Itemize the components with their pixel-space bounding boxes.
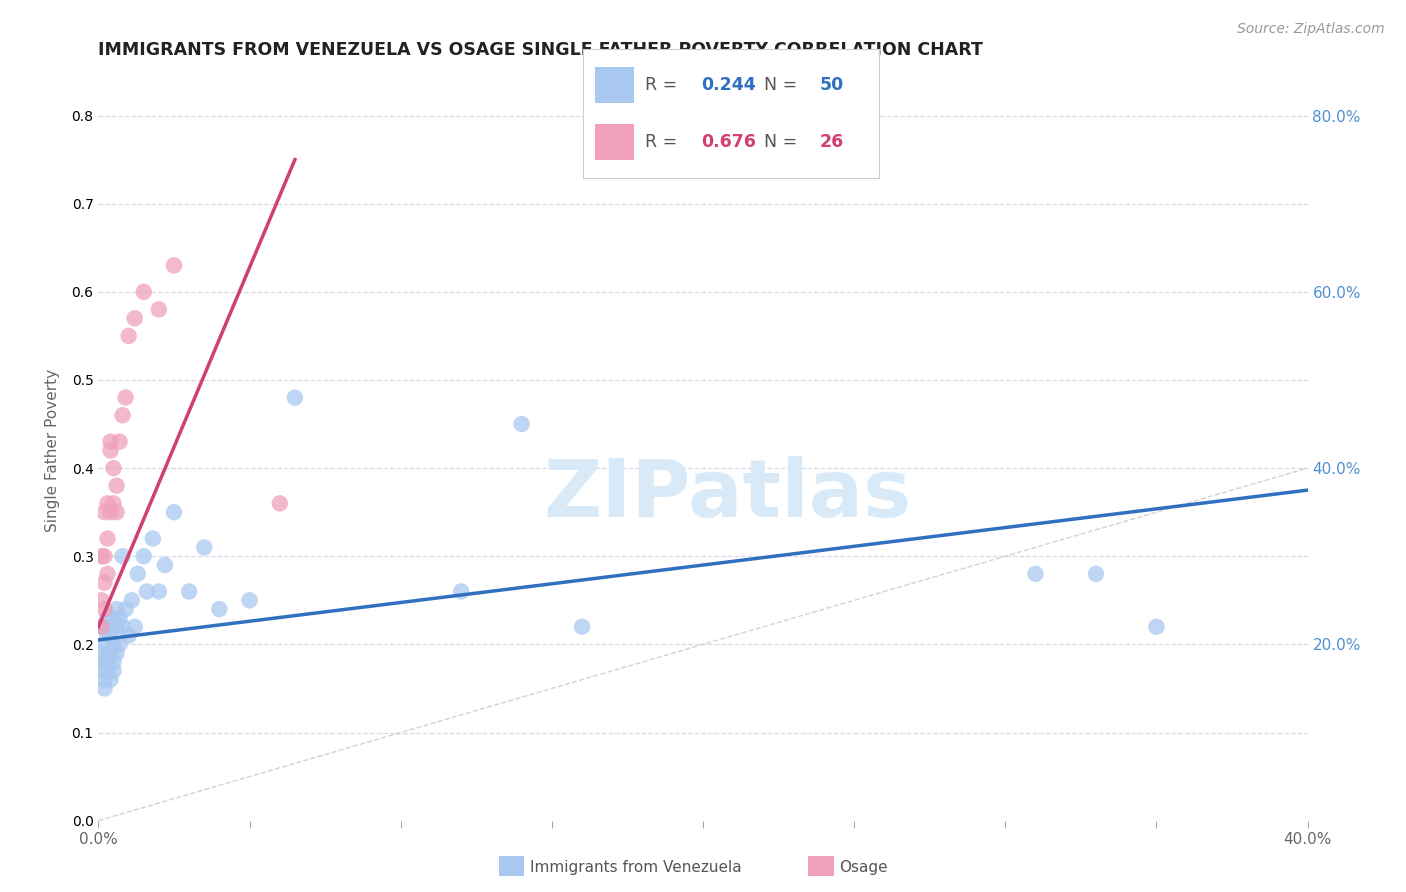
Text: Immigrants from Venezuela: Immigrants from Venezuela <box>530 860 742 874</box>
Point <box>108 611 131 625</box>
Point <box>96 628 118 642</box>
Point <box>96 664 118 678</box>
Point <box>142 532 165 546</box>
Bar <box>595 124 634 161</box>
Text: R =: R = <box>645 77 683 95</box>
Point <box>103 611 125 625</box>
Point <box>90 549 112 564</box>
Text: ZIPatlas: ZIPatlas <box>543 456 911 534</box>
Point <box>153 558 176 572</box>
Text: N =: N = <box>763 77 803 95</box>
Point <box>111 620 134 634</box>
Text: Osage: Osage <box>839 860 889 874</box>
Point <box>135 584 157 599</box>
Point <box>105 620 128 634</box>
Point <box>193 541 215 555</box>
Text: 26: 26 <box>820 133 844 151</box>
Point <box>571 620 593 634</box>
Point <box>124 620 146 634</box>
Point <box>179 584 201 599</box>
Point <box>510 417 533 431</box>
Point <box>111 408 134 422</box>
Point <box>100 628 122 642</box>
Point <box>103 461 125 475</box>
Text: N =: N = <box>763 133 803 151</box>
Point <box>105 602 128 616</box>
Point <box>93 549 115 564</box>
Point <box>269 496 291 510</box>
Point <box>93 575 115 590</box>
Point <box>124 311 146 326</box>
Point <box>208 602 231 616</box>
Point <box>284 391 307 405</box>
Point <box>100 673 122 687</box>
Point <box>127 566 149 581</box>
Point <box>93 637 115 651</box>
Point <box>96 611 118 625</box>
Point <box>93 620 115 634</box>
Point <box>103 664 125 678</box>
Point <box>148 302 170 317</box>
Point <box>148 584 170 599</box>
Point <box>103 637 125 651</box>
Point <box>1085 566 1108 581</box>
Point <box>96 532 118 546</box>
Point <box>111 549 134 564</box>
Point <box>132 285 155 299</box>
Point <box>118 329 141 343</box>
Point <box>114 391 136 405</box>
Point <box>93 602 115 616</box>
Point <box>121 593 143 607</box>
Point <box>96 496 118 510</box>
Point <box>114 602 136 616</box>
Point <box>108 434 131 449</box>
Point <box>96 655 118 669</box>
Point <box>100 443 122 458</box>
Point <box>239 593 262 607</box>
Text: 0.676: 0.676 <box>702 133 756 151</box>
Point <box>108 637 131 651</box>
Point <box>96 566 118 581</box>
Point <box>105 646 128 660</box>
Point <box>93 505 115 519</box>
Point <box>1144 620 1167 634</box>
Text: R =: R = <box>645 133 683 151</box>
Y-axis label: Single Father Poverty: Single Father Poverty <box>45 369 60 532</box>
Point <box>163 505 186 519</box>
Text: Source: ZipAtlas.com: Source: ZipAtlas.com <box>1237 22 1385 37</box>
Point <box>93 673 115 687</box>
Point <box>100 434 122 449</box>
Point <box>90 620 112 634</box>
Point <box>103 496 125 510</box>
Point <box>93 655 115 669</box>
Point <box>1024 566 1046 581</box>
Point <box>93 681 115 696</box>
Point <box>100 646 122 660</box>
Point <box>132 549 155 564</box>
Point <box>96 646 118 660</box>
Point <box>100 505 122 519</box>
Text: 50: 50 <box>820 77 844 95</box>
Point <box>100 620 122 634</box>
Point <box>105 505 128 519</box>
Point <box>450 584 472 599</box>
Point <box>103 655 125 669</box>
Point <box>90 664 112 678</box>
Point <box>105 479 128 493</box>
Text: 0.244: 0.244 <box>702 77 756 95</box>
Bar <box>595 67 634 103</box>
Point <box>90 646 112 660</box>
Point <box>163 259 186 273</box>
Point <box>90 620 112 634</box>
Point <box>118 628 141 642</box>
Point <box>90 593 112 607</box>
Text: IMMIGRANTS FROM VENEZUELA VS OSAGE SINGLE FATHER POVERTY CORRELATION CHART: IMMIGRANTS FROM VENEZUELA VS OSAGE SINGL… <box>98 41 983 59</box>
